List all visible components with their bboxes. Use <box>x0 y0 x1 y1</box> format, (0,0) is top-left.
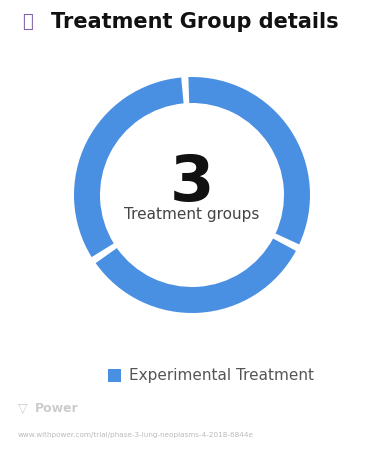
Text: Treatment Group details: Treatment Group details <box>51 12 339 32</box>
Text: Treatment groups: Treatment groups <box>124 207 260 222</box>
Text: www.withpower.com/trial/phase-3-lung-neoplasms-4-2018-6844e: www.withpower.com/trial/phase-3-lung-neo… <box>18 432 254 438</box>
FancyBboxPatch shape <box>108 368 121 381</box>
Wedge shape <box>96 239 296 313</box>
Text: 👥: 👥 <box>22 13 33 31</box>
Wedge shape <box>189 77 310 245</box>
Text: 3: 3 <box>170 152 214 214</box>
Wedge shape <box>74 78 184 257</box>
Text: Experimental Treatment: Experimental Treatment <box>129 367 314 383</box>
Text: ▽: ▽ <box>18 401 28 414</box>
Text: Power: Power <box>35 401 79 414</box>
